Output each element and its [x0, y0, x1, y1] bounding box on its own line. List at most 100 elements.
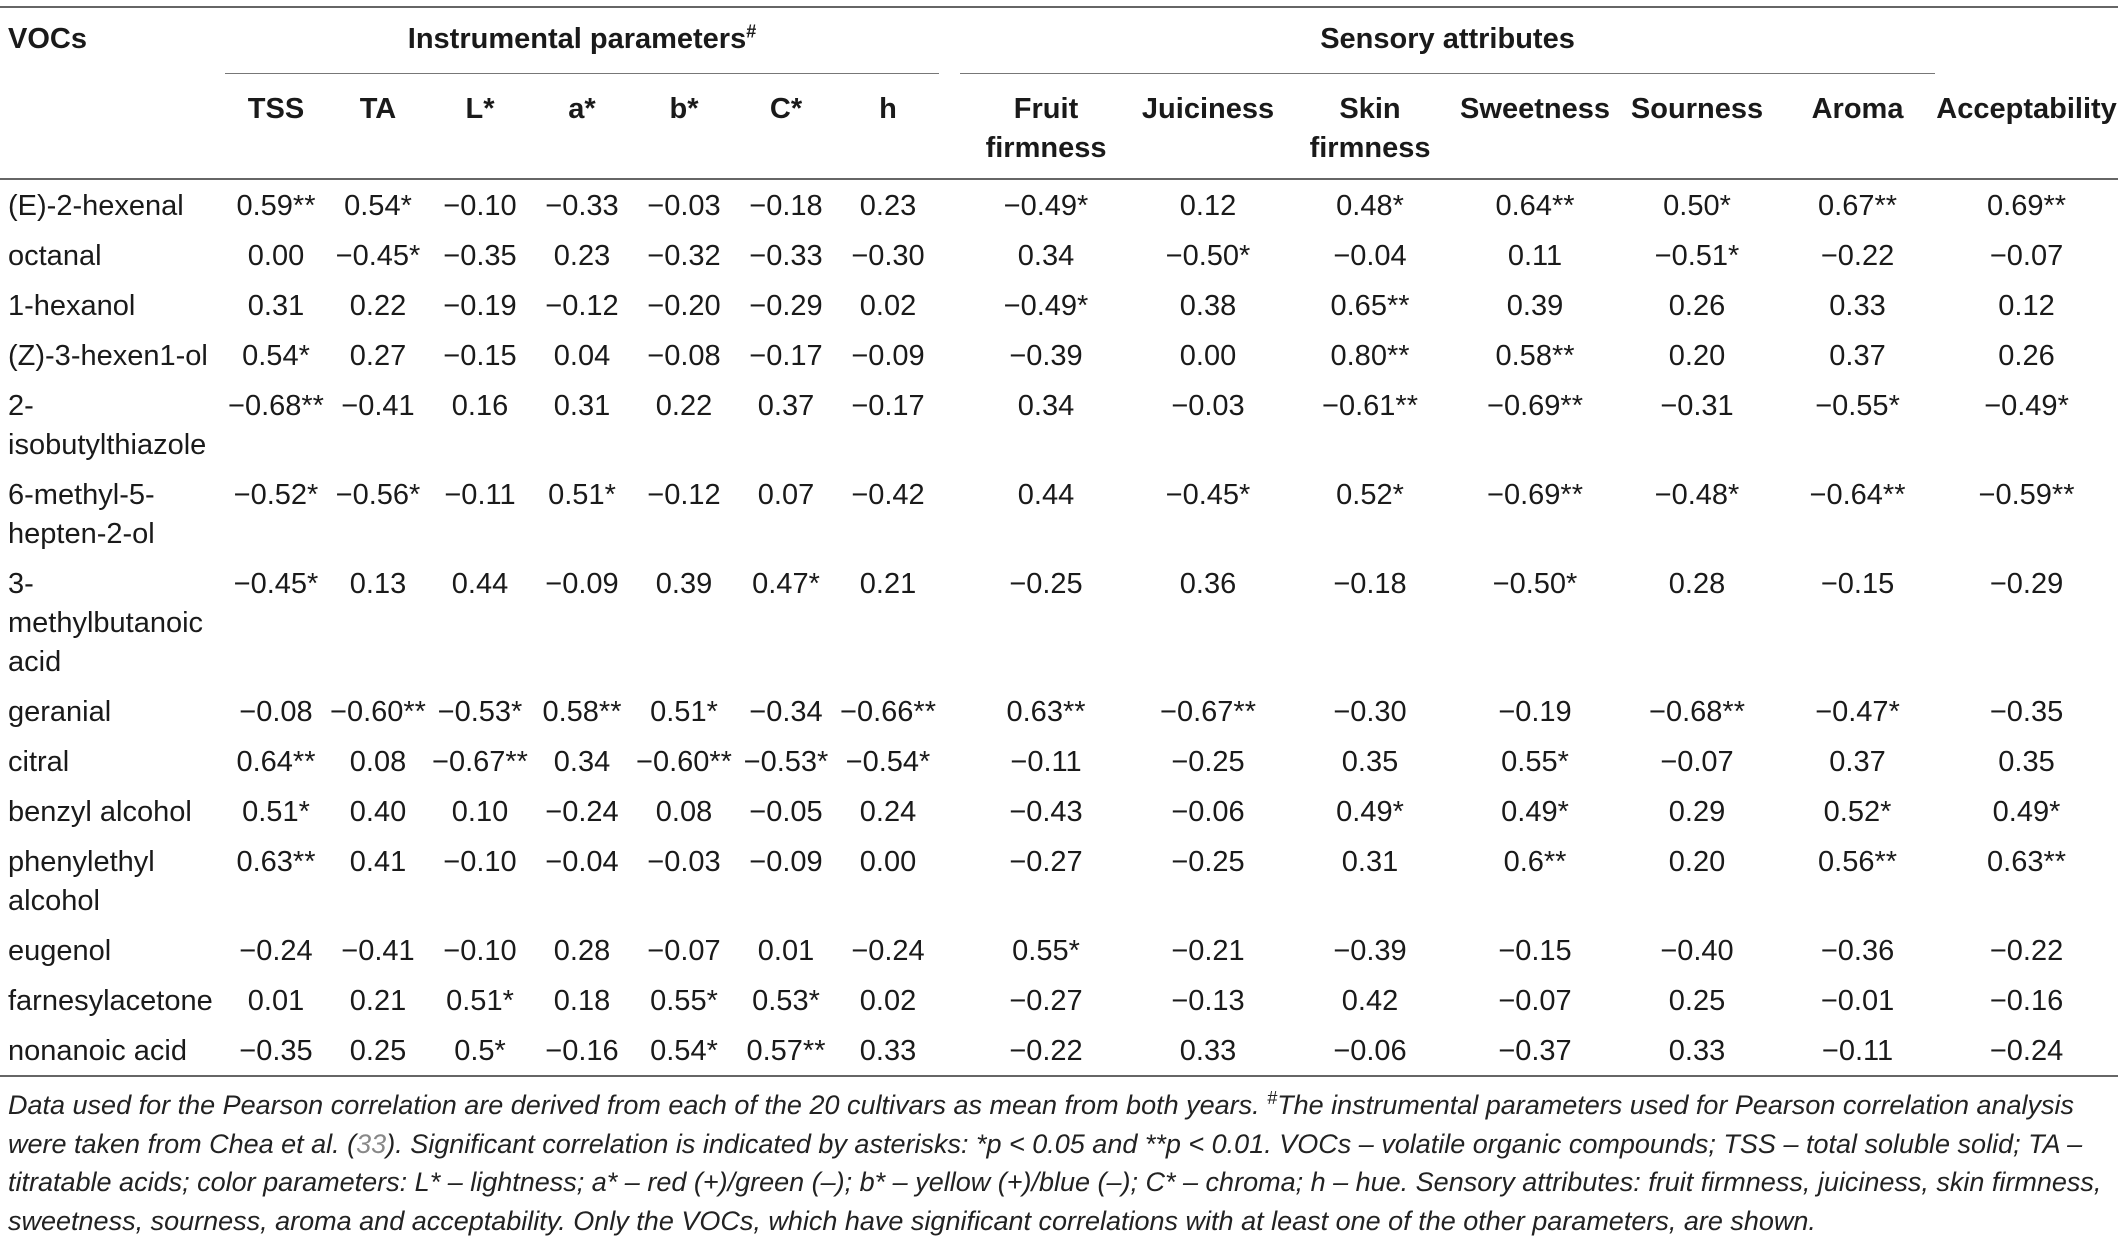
voc-name: benzyl alcohol: [8, 796, 192, 828]
correlation-cell: 0.28: [1668, 568, 1726, 600]
correlation-cell: −0.25: [1171, 746, 1245, 778]
correlation-cell: −0.12: [545, 290, 619, 322]
correlation-cell: −0.21: [1171, 935, 1245, 967]
correlation-cell: 0.51*: [242, 796, 310, 828]
table-body: (E)-2-hexenal 0.59** 0.54* −0.10 −0.33 −0.03−…: [0, 179, 2118, 1076]
instrumental-group-header: Instrumental parameters#: [225, 7, 940, 74]
col-header: Sweetness: [1460, 93, 1610, 125]
correlation-cell: −0.25: [1009, 568, 1083, 600]
correlation-cell: −0.08: [647, 340, 721, 372]
correlation-cell: −0.37: [1498, 1035, 1572, 1067]
correlation-cell: −0.10: [443, 935, 517, 967]
correlation-cell: 0.35: [1998, 746, 2055, 778]
correlation-cell: −0.18: [749, 190, 823, 222]
correlation-cell: 0.24: [859, 796, 917, 828]
correlation-cell: 0.34: [553, 746, 611, 778]
correlation-cell: 0.55*: [1501, 746, 1569, 778]
correlation-cell: −0.35: [239, 1035, 313, 1067]
correlation-cell: 0.49*: [1501, 796, 1569, 828]
correlation-cell: −0.20: [647, 290, 721, 322]
col-header: Skin firmness: [1309, 93, 1431, 164]
correlation-cell: −0.19: [443, 290, 517, 322]
col-header: TSS: [247, 93, 305, 125]
correlation-cell: −0.07: [647, 935, 721, 967]
correlation-cell: 0.23: [859, 190, 917, 222]
correlation-cell: 0.44: [1017, 479, 1075, 511]
correlation-cell: 0.47*: [752, 568, 820, 600]
correlation-cell: −0.35: [443, 240, 517, 272]
col-header: h: [879, 93, 897, 125]
correlation-cell: −0.24: [1989, 1035, 2064, 1067]
voc-name: eugenol: [8, 935, 112, 967]
correlation-cell: 0.58**: [542, 696, 622, 728]
correlation-cell: 0.53*: [752, 985, 820, 1017]
correlation-cell: −0.17: [851, 390, 925, 422]
correlation-cell: 0.00: [1179, 340, 1237, 372]
correlation-cell: −0.24: [239, 935, 313, 967]
correlation-cell: −0.24: [545, 796, 619, 828]
voc-name: nonanoic acid: [8, 1035, 187, 1067]
table-row: nonanoic acid −0.35 0.25 0.5* −0.16 0.54* 0.57…: [0, 1025, 2118, 1076]
correlation-cell: −0.10: [443, 190, 517, 222]
col-header: Acceptability: [1936, 92, 2117, 125]
correlation-cell: −0.29: [1989, 568, 2064, 600]
correlation-cell: 0.63**: [236, 846, 316, 878]
correlation-cell: −0.15: [1498, 935, 1572, 967]
correlation-cell: −0.24: [851, 935, 925, 967]
correlation-cell: 0.65**: [1330, 290, 1410, 322]
correlation-cell: −0.55*: [1815, 390, 1900, 422]
correlation-cell: −0.50*: [1165, 240, 1251, 272]
correlation-cell: −0.68**: [1649, 696, 1745, 728]
correlation-cell: −0.19: [1498, 696, 1572, 728]
correlation-cell: −0.34: [749, 696, 823, 728]
correlation-cell: 0.38: [1179, 290, 1237, 322]
correlation-cell: 0.22: [349, 290, 407, 322]
correlation-cell: −0.01: [1820, 985, 1895, 1017]
correlation-cell: −0.33: [749, 240, 823, 272]
voc-name: (Z)-3-hexen1-ol: [8, 340, 208, 372]
correlation-cell: 0.37: [1829, 340, 1886, 372]
correlation-cell: −0.60**: [330, 696, 426, 728]
correlation-cell: 0.56**: [1818, 846, 1898, 878]
correlation-cell: 0.08: [655, 796, 713, 828]
correlation-cell: −0.18: [1333, 568, 1407, 600]
col-header: a*: [568, 93, 596, 125]
table-row: farnesylacetone 0.01 0.21 0.51* 0.18 0.55* 0.5…: [0, 975, 2118, 1025]
correlation-cell: 0.33: [1668, 1035, 1726, 1067]
correlation-cell: 0.80**: [1330, 340, 1410, 372]
correlation-cell: −0.03: [1171, 390, 1245, 422]
correlation-cell: −0.50*: [1492, 568, 1578, 600]
voc-name: citral: [8, 746, 70, 778]
correlation-cell: 0.39: [1506, 290, 1564, 322]
correlation-cell: 0.33: [859, 1035, 917, 1067]
voc-name: geranial: [8, 696, 112, 728]
correlation-cell: 0.39: [655, 568, 713, 600]
correlation-cell: −0.30: [851, 240, 925, 272]
correlation-cell: −0.09: [851, 340, 925, 372]
table-row: eugenol −0.24 −0.41 −0.10 0.28 −0.07 0.01 −0.24…: [0, 925, 2118, 975]
correlation-cell: −0.10: [443, 846, 517, 878]
correlation-cell: 0.54*: [242, 340, 310, 372]
correlation-cell: −0.45*: [1165, 479, 1251, 511]
correlation-cell: −0.30: [1333, 696, 1407, 728]
correlation-cell: −0.08: [239, 696, 313, 728]
correlation-cell: 0.36: [1179, 568, 1237, 600]
correlation-cell: −0.22: [1820, 240, 1895, 272]
correlation-cell: 0.21: [349, 985, 407, 1017]
table-row: (Z)-3-hexen1-ol 0.54* 0.27 −0.15 0.04 −0.08 −0…: [0, 330, 2118, 380]
correlation-cell: −0.31: [1660, 390, 1734, 422]
correlation-cell: −0.66**: [840, 696, 936, 728]
correlation-cell: −0.27: [1009, 985, 1083, 1017]
correlation-cell: −0.49*: [1003, 290, 1089, 322]
correlation-cell: −0.41: [341, 935, 415, 967]
correlation-cell: 0.11: [1507, 240, 1563, 272]
correlation-cell: 0.21: [859, 568, 917, 600]
correlation-cell: −0.22: [1009, 1035, 1083, 1067]
correlation-cell: 0.63**: [1987, 846, 2067, 878]
voc-name: octanal: [8, 240, 102, 272]
correlation-cell: −0.04: [545, 846, 619, 878]
correlation-cell: −0.51*: [1654, 240, 1740, 272]
reference-link[interactable]: 33: [356, 1128, 387, 1159]
correlation-cell: −0.45*: [335, 240, 421, 272]
table-header: VOCs Instrumental parameters# Sensory at…: [0, 7, 2118, 179]
